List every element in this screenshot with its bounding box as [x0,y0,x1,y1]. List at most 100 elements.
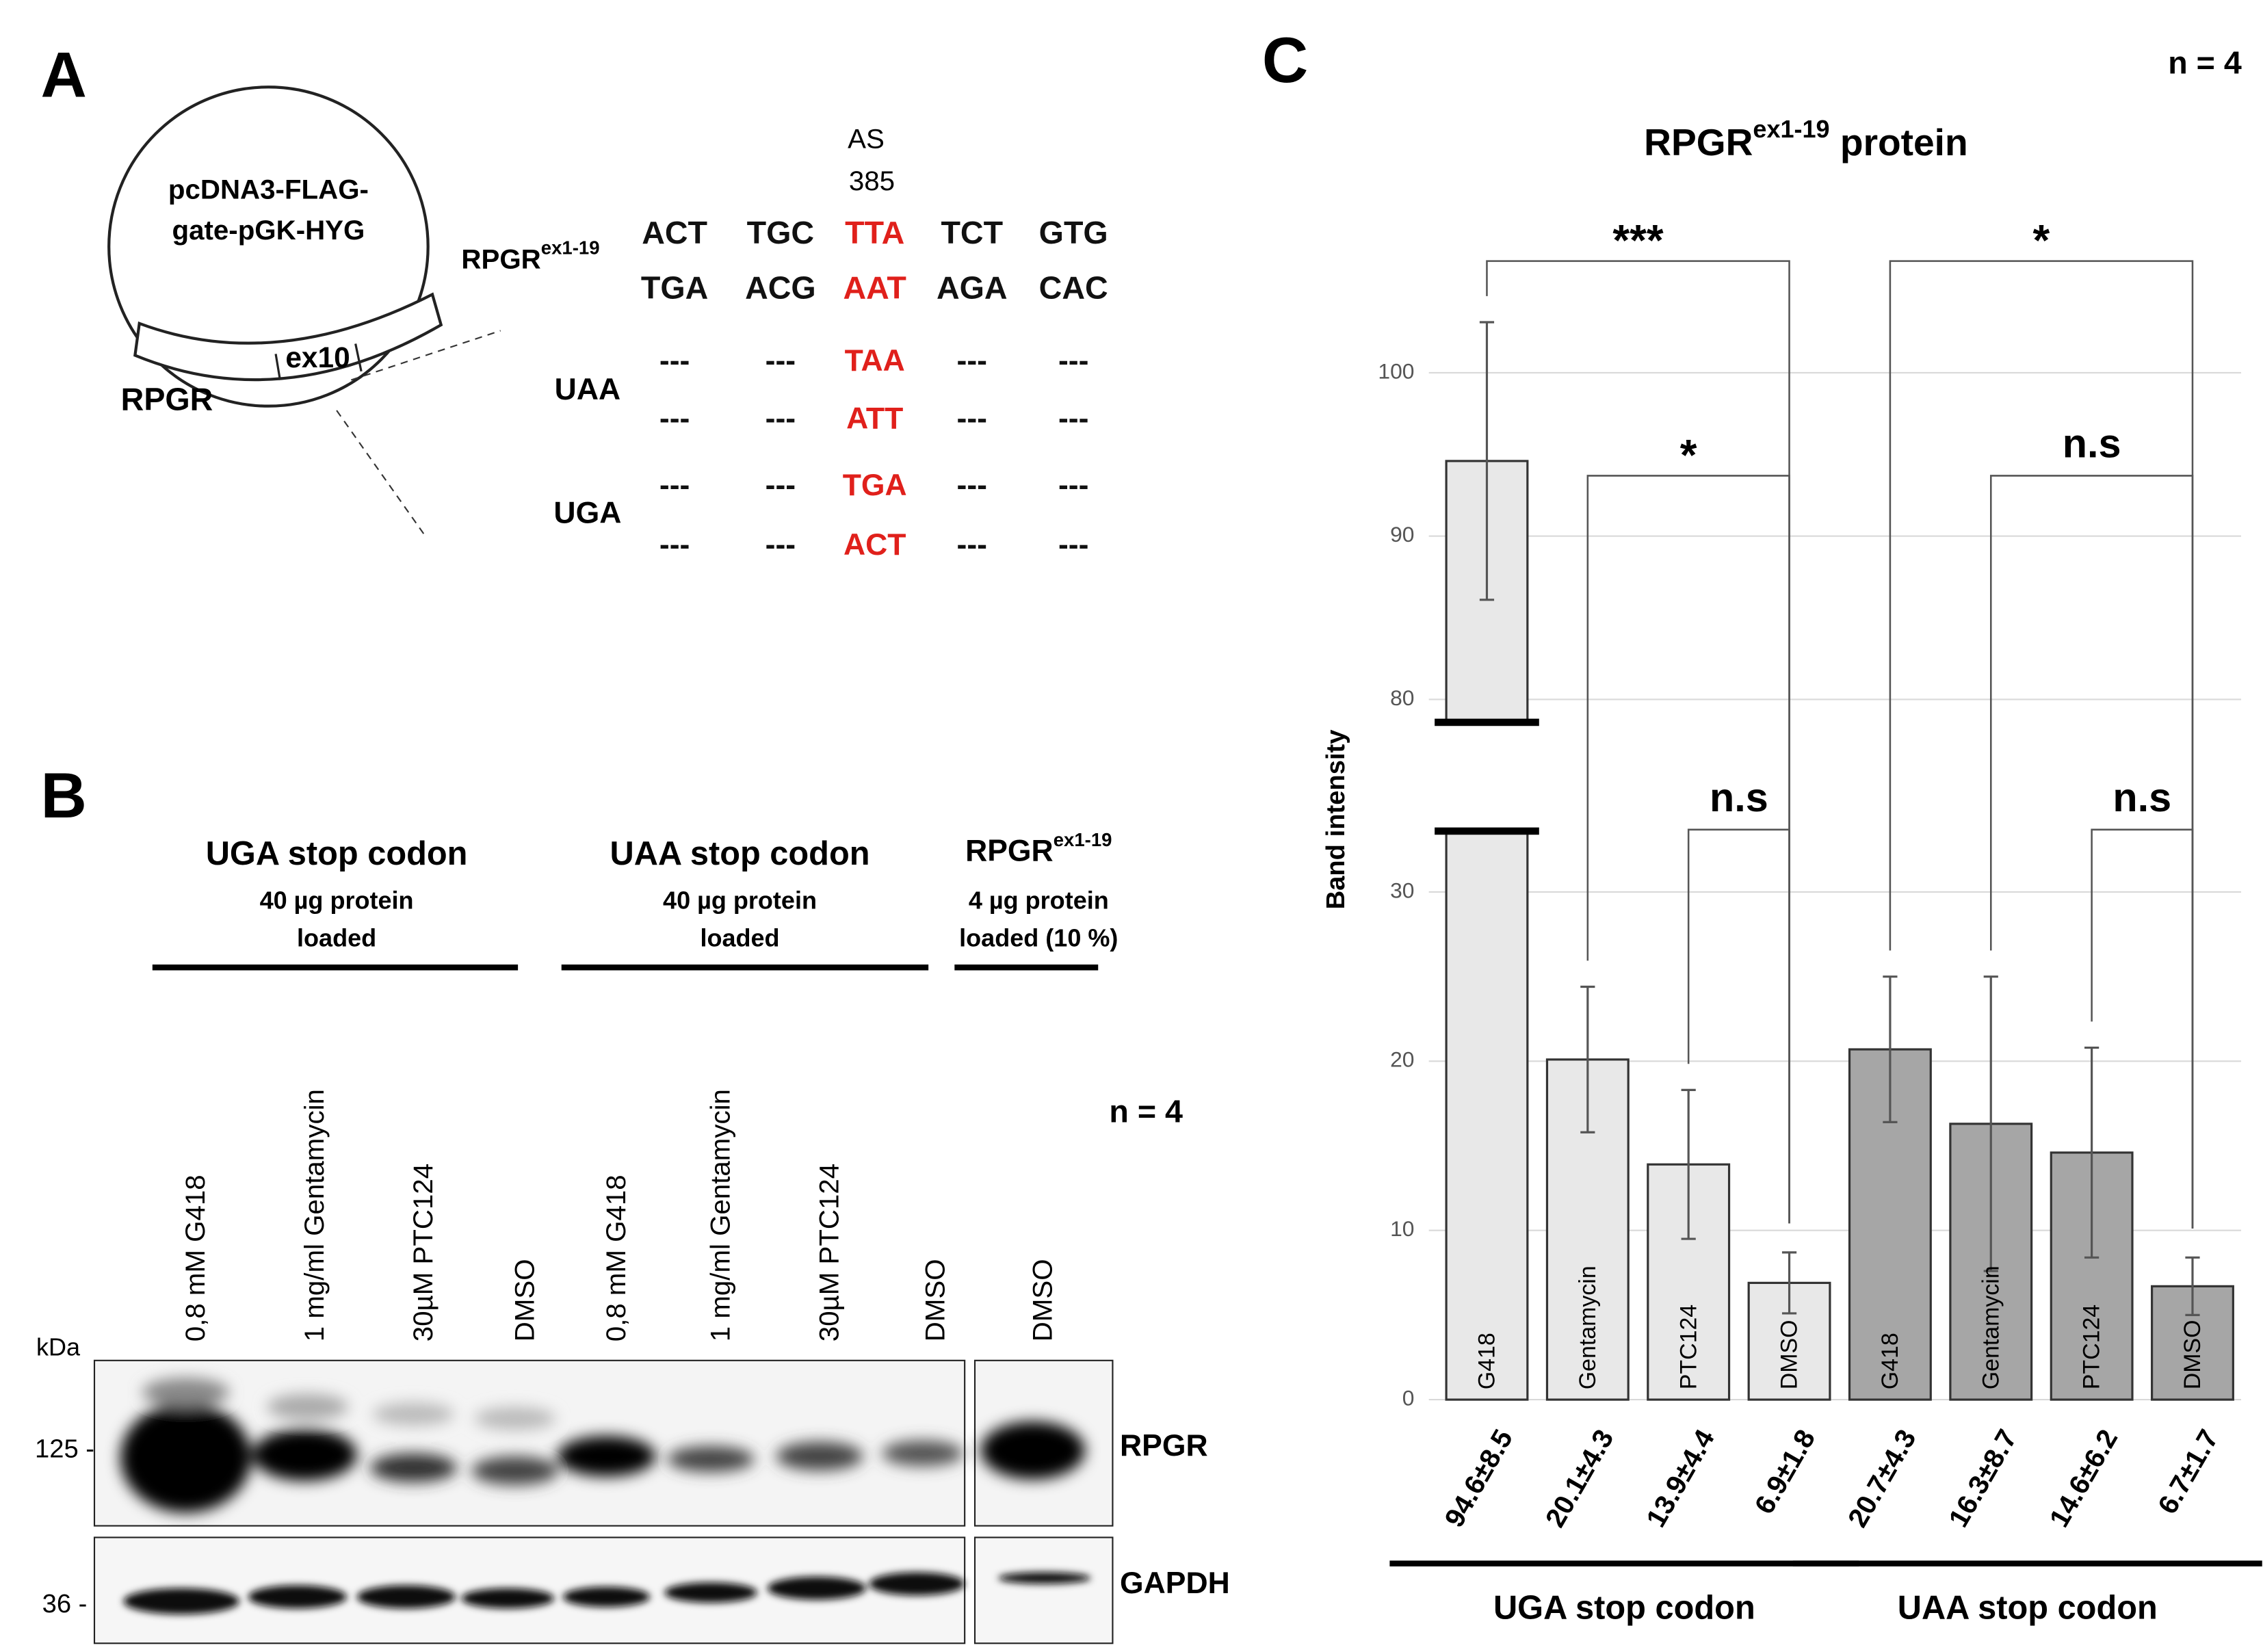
lane-label: 0,8 mM G418 [180,1175,211,1341]
band [252,1428,357,1481]
group-title: UAA stop codon [610,835,870,872]
codon: --- [659,469,690,502]
plasmid-circle [107,86,430,408]
value-label: 14.6±6.2 [2043,1424,2123,1532]
category-label: G418 [1877,1333,1903,1389]
category-label: DMSO [2180,1320,2206,1390]
codon: --- [766,528,796,562]
significance-label: n.s [2063,421,2121,467]
significance-label: n.s [2112,774,2171,820]
n-label: n = 4 [2168,45,2242,81]
blot-label: RPGR [1120,1429,1208,1463]
group-title-main: RPGR [965,834,1054,867]
codon: TTA [845,215,904,250]
significance-bracket [2091,828,2194,1229]
y-tick-label: 0 [1402,1385,1415,1410]
unit-label: kDa [36,1333,81,1361]
codon: TAA [845,344,905,378]
group-note: loaded (10 %) [959,923,1118,952]
band [767,1576,866,1600]
band [248,1585,347,1609]
gene-segment [133,292,443,382]
codon: ATT [846,402,903,436]
codon: --- [957,402,987,436]
exon-edge [274,354,281,380]
group-title: RPGRex1-19 [965,829,1112,867]
codon: --- [766,469,796,502]
significance-label: * [1680,431,1697,480]
blot-label: GAPDH [1120,1566,1230,1600]
lane-label: 1 mg/ml Gentamycin [705,1089,736,1341]
value-label: 6.9±1.8 [1749,1424,1821,1519]
band [267,1393,349,1420]
lane-label: DMSO [509,1259,540,1341]
lane-label: DMSO [1027,1259,1058,1341]
group-title-sup: ex1-19 [1054,829,1112,850]
codon: AGA [937,270,1008,305]
codon: --- [766,402,796,436]
gene-label: RPGR [121,382,213,417]
y-tick-label: 30 [1390,878,1414,902]
codon: --- [1058,344,1088,378]
mutant-label: UAA [555,373,620,406]
value-label: 13.9±4.4 [1640,1424,1721,1533]
band [997,1572,1091,1584]
significance-label: *** [1612,216,1663,265]
codon: --- [957,469,987,502]
codon: --- [1058,402,1088,436]
panel-label: A [41,39,87,110]
codon: --- [766,344,796,378]
category-label: G418 [1474,1333,1500,1389]
band [373,1402,454,1426]
value-label: 6.7±1.7 [2152,1424,2225,1519]
y-axis-label: Band intensity [1321,729,1350,910]
sequence: ACT TGC TTA TCT GTG TGA ACG AAT AGA CAC UAA --- --- T… [553,215,1108,562]
value-label: 94.6±8.5 [1439,1424,1519,1532]
band [664,1582,757,1603]
marker-label: 125 - [35,1434,94,1463]
codon: TCT [941,215,1003,250]
codon: --- [659,402,690,436]
zoom-line [350,330,501,381]
bands [120,1378,1086,1513]
lane-label: 30µM PTC124 [408,1164,439,1341]
mutant-label: UGA [553,496,621,529]
band [120,1402,251,1513]
exon-edge [354,343,363,372]
codon: ACG [745,270,816,305]
category-label: DMSO [1777,1320,1803,1390]
codon: --- [1058,528,1088,562]
band [123,1588,240,1614]
lane-label: 0,8 mM G418 [601,1175,631,1341]
band [474,1406,556,1430]
codon: --- [957,344,987,378]
plasmid-name: pcDNA3-FLAG- [168,174,369,205]
lane-labels: 0,8 mM G418 1 mg/ml Gentamycin 30µM PTC124… [180,1089,1058,1341]
lane-label: 1 mg/ml Gentamycin [299,1089,330,1341]
site-label: 385 [849,166,895,196]
zoom-line [336,410,425,534]
band [869,1572,965,1596]
construct-label: RPGRex1-19 [461,237,599,274]
panel-label: C [1262,25,1308,96]
band [882,1440,964,1467]
bar [1445,830,1529,1401]
codon: GTG [1039,215,1108,250]
category-label: PTC124 [1675,1304,1701,1389]
codon: --- [659,528,690,562]
marker-label: 36 - [42,1589,88,1618]
bar-chart: 0 10 20 30 80 90 100 G418 94.6±8.5 Gentamycin 20.1… [1378,216,2262,1626]
codon: ACT [843,528,906,562]
group-note: 40 µg protein [260,886,414,914]
panel-label: B [41,760,87,831]
exon-label: ex10 [285,341,350,373]
category-label: Gentamycin [1978,1266,2004,1389]
n-label: n = 4 [1109,1094,1183,1129]
band [562,1586,651,1608]
title-rest: protein [1830,121,1968,163]
title-main: RPGR [1644,121,1753,163]
band [667,1445,755,1473]
codon: AAT [843,270,906,305]
band [461,1588,555,1609]
